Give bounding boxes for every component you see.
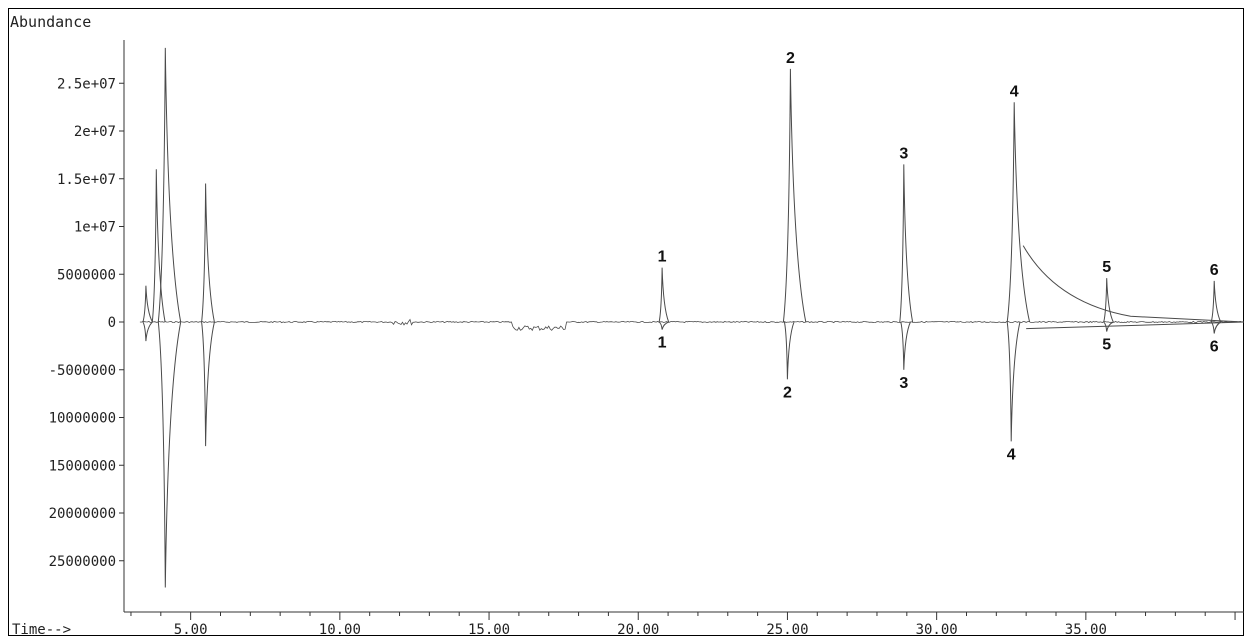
peak-mark — [201, 183, 215, 323]
peak-mark — [1006, 321, 1021, 442]
peak-label: 4 — [1007, 446, 1016, 463]
peak-mark — [900, 321, 911, 370]
y-tick-label: 2e+07 — [74, 124, 116, 140]
peak-mark — [658, 267, 670, 323]
peak-label: 2 — [786, 50, 795, 67]
y-tick-label: 0 — [108, 315, 116, 331]
peak-mark — [782, 68, 807, 323]
peak-label: 1 — [658, 249, 667, 266]
x-tick-label: 5.00 — [174, 622, 208, 638]
x-tick-label: 30.00 — [916, 622, 958, 638]
peak-label: 6 — [1210, 262, 1219, 279]
peak-mark — [151, 169, 166, 323]
peak-label: 2 — [783, 384, 792, 401]
peak-mark — [142, 321, 153, 342]
peak-mark — [1103, 321, 1114, 332]
peak-mark — [157, 47, 182, 323]
peak-mark — [1103, 278, 1114, 323]
y-tick-label: 10000000 — [49, 411, 116, 427]
x-tick-label: 20.00 — [617, 622, 659, 638]
peak-label: 6 — [1210, 338, 1219, 355]
peak-mark — [783, 321, 795, 380]
peak-label: 3 — [899, 375, 908, 392]
peak-mark — [1210, 321, 1222, 334]
axes-group — [123, 40, 1244, 613]
x-axis-label: Time--> — [12, 622, 71, 638]
y-tick-label: 1e+07 — [74, 220, 116, 236]
y-axis-label: Abundance — [10, 13, 91, 31]
peak-label: 4 — [1010, 83, 1019, 100]
peak-label: 1 — [658, 335, 667, 352]
y-tick-label: 20000000 — [49, 506, 116, 522]
x-tick-label: 10.00 — [319, 622, 361, 638]
trace-group — [142, 47, 1245, 588]
peak-mark — [157, 321, 182, 588]
y-tick-label: 5000000 — [57, 267, 116, 283]
x-tick-group: 5.00 10.00 15.00 20.00 25.00 30.00 35.00 — [130, 612, 1236, 638]
x-tick-label: 25.00 — [766, 622, 808, 638]
y-tick-label: -5000000 — [49, 363, 116, 379]
x-tick-label: 35.00 — [1065, 622, 1107, 638]
peak-mark — [201, 321, 215, 447]
y-tick-label: 25000000 — [49, 554, 116, 570]
peak-label: 5 — [1102, 337, 1111, 354]
peak-label: 3 — [899, 145, 908, 162]
peak-tail — [1022, 245, 1245, 323]
peak-label: 5 — [1102, 259, 1111, 276]
y-tick-group: 2.5e+07 2e+07 1.5e+07 1e+07 5000000 0 -5000000… — [49, 76, 124, 570]
peak-mark — [142, 285, 153, 323]
baseline-trace — [139, 318, 1242, 332]
peak-tail-lower — [1026, 321, 1245, 330]
peak-mark — [1210, 280, 1222, 323]
peak-mark — [658, 321, 669, 330]
x-tick-label: 15.00 — [468, 622, 510, 638]
y-tick-label: 1.5e+07 — [57, 172, 116, 188]
baseline-noise — [139, 318, 1242, 332]
peak-mark — [899, 164, 914, 323]
y-tick-label: 2.5e+07 — [57, 76, 116, 92]
y-tick-label: 15000000 — [49, 458, 116, 474]
peak-label-group: 1 2 3 4 5 6 1 2 3 4 5 6 — [658, 50, 1219, 463]
peak-mark — [1006, 102, 1031, 323]
